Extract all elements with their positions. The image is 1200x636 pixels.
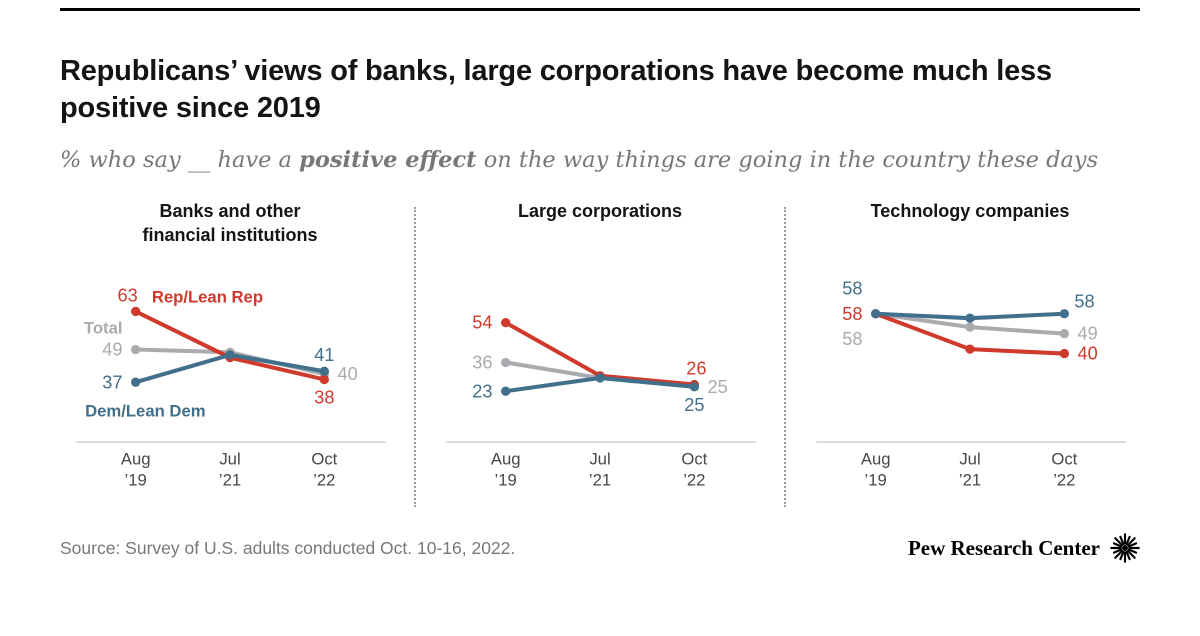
series-rep: 63 38 Rep/Lean Rep	[117, 285, 334, 407]
data-point	[131, 306, 141, 316]
x-tick-label: Aug ’19	[861, 449, 891, 489]
logo-ray	[1114, 537, 1124, 547]
value-label: 40	[1077, 343, 1097, 363]
x-tick-label: Oct ’22	[681, 449, 707, 489]
data-point	[689, 381, 699, 392]
data-point	[225, 349, 235, 360]
series-name-label: Dem/Lean Dem	[85, 401, 205, 420]
x-tick-label: Jul ’21	[219, 449, 241, 489]
value-label: 23	[472, 381, 492, 401]
chart-large-corporations: Large corporations Aug ’19 Jul ’21 Oct ’22 36 2…	[418, 199, 782, 508]
footer: Source: Survey of U.S. adults conducted …	[60, 533, 1140, 564]
logo-ray	[1114, 550, 1124, 560]
subtitle-suffix: on the way things are going in the count…	[476, 146, 1099, 173]
x-tick-label: Aug ’19	[121, 449, 151, 489]
x-tick-label: Jul ’21	[589, 449, 611, 489]
value-label: 37	[102, 372, 122, 392]
series-dem: 37 41 Dem/Lean Dem	[85, 345, 334, 420]
x-tick-label: Oct ’22	[1051, 449, 1077, 489]
subtitle-bold: positive effect	[299, 146, 477, 173]
chart-svg-technology-companies: Aug ’19 Jul ’21 Oct ’22 58 49 58 40 58 58	[816, 278, 1126, 489]
chart-divider	[414, 206, 416, 507]
series-dem: 58 58	[842, 278, 1095, 323]
series-dem: 23 25	[472, 372, 704, 415]
subtitle-prefix: % who say __ have a	[60, 146, 300, 173]
data-point	[501, 386, 511, 396]
value-label: 58	[842, 329, 862, 349]
series-rep: 58 40	[842, 303, 1097, 363]
logo-ray	[1119, 536, 1125, 546]
page-subtitle: % who say __ have a positive effect on t…	[60, 147, 1140, 173]
value-label: 58	[1074, 291, 1094, 311]
chart-banks: Banks and other financial institutions Au…	[48, 199, 412, 508]
chart-title-technology-companies: Technology companies	[788, 199, 1152, 255]
logo-ray	[1127, 548, 1138, 555]
chart-title-line: financial institutions	[142, 224, 318, 245]
chart-title-line: Technology companies	[870, 200, 1070, 221]
chart-title-banks: Banks and other financial institutions	[48, 199, 412, 255]
chart-svg-large-corporations: Aug ’19 Jul ’21 Oct ’22 36 25 54 26 23 25	[446, 312, 756, 489]
data-point	[501, 357, 511, 367]
chart-title-line: Large corporations	[517, 200, 683, 221]
charts-row: Banks and other financial institutions Au…	[48, 199, 1152, 508]
x-tick-label: Jul ’21	[959, 449, 981, 489]
value-label: 54	[472, 312, 492, 332]
logo-ray	[1125, 536, 1131, 546]
data-point	[1059, 308, 1069, 319]
data-point	[595, 372, 605, 383]
data-point	[1059, 348, 1069, 358]
logo-ray	[1126, 550, 1136, 560]
brand: Pew Research Center	[907, 533, 1140, 564]
chart-title-large-corporations: Large corporations	[418, 199, 782, 255]
value-label: 26	[686, 358, 706, 378]
chart-divider	[784, 206, 786, 507]
value-label: 58	[842, 278, 862, 298]
logo-ray	[1127, 542, 1138, 548]
x-tick-label: Aug ’19	[491, 449, 521, 489]
logo-ray	[1125, 551, 1131, 561]
value-label: 49	[102, 339, 122, 359]
series-name-label: Rep/Lean Rep	[152, 287, 263, 306]
series-name-label: Total	[84, 318, 123, 337]
value-label: 25	[707, 376, 727, 396]
top-rule	[60, 8, 1140, 11]
logo-ray	[1126, 537, 1136, 547]
data-point	[965, 313, 975, 323]
chart-title-line: Banks and other	[159, 200, 301, 221]
series-total: 58 49	[842, 308, 1098, 349]
value-label: 25	[684, 395, 704, 415]
value-label: 38	[314, 387, 334, 407]
chart-technology-companies: Technology companies Aug ’19 Jul ’21 Oct ’22 5…	[788, 199, 1152, 508]
value-label: 36	[472, 352, 492, 372]
value-label: 49	[1077, 323, 1097, 343]
chart-svg-banks: Aug ’19 Jul ’21 Oct ’22 49 40 Total 63 38 Rep/Lean …	[76, 285, 386, 489]
x-tick-label: Oct ’22	[311, 449, 337, 489]
logo-ray	[1119, 551, 1125, 561]
data-point	[501, 317, 511, 327]
page-title: Republicans’ views of banks, large corpo…	[60, 55, 1052, 124]
value-label: 58	[842, 303, 862, 323]
data-point	[1059, 328, 1069, 338]
data-point	[965, 344, 975, 354]
logo-ray	[1112, 542, 1123, 548]
data-point	[965, 322, 975, 332]
data-point	[319, 366, 329, 376]
value-label: 63	[117, 285, 137, 305]
value-label: 41	[314, 345, 334, 365]
data-point	[871, 308, 881, 319]
data-point	[131, 377, 141, 387]
pew-logo-icon	[1110, 533, 1140, 564]
data-point	[319, 374, 329, 384]
logo-center-dot	[1122, 545, 1128, 552]
brand-wordmark: Pew Research Center	[907, 535, 1100, 560]
source-note: Source: Survey of U.S. adults conducted …	[60, 537, 516, 558]
value-label: 40	[337, 364, 357, 384]
logo-ray	[1112, 548, 1123, 555]
data-point	[131, 344, 141, 354]
